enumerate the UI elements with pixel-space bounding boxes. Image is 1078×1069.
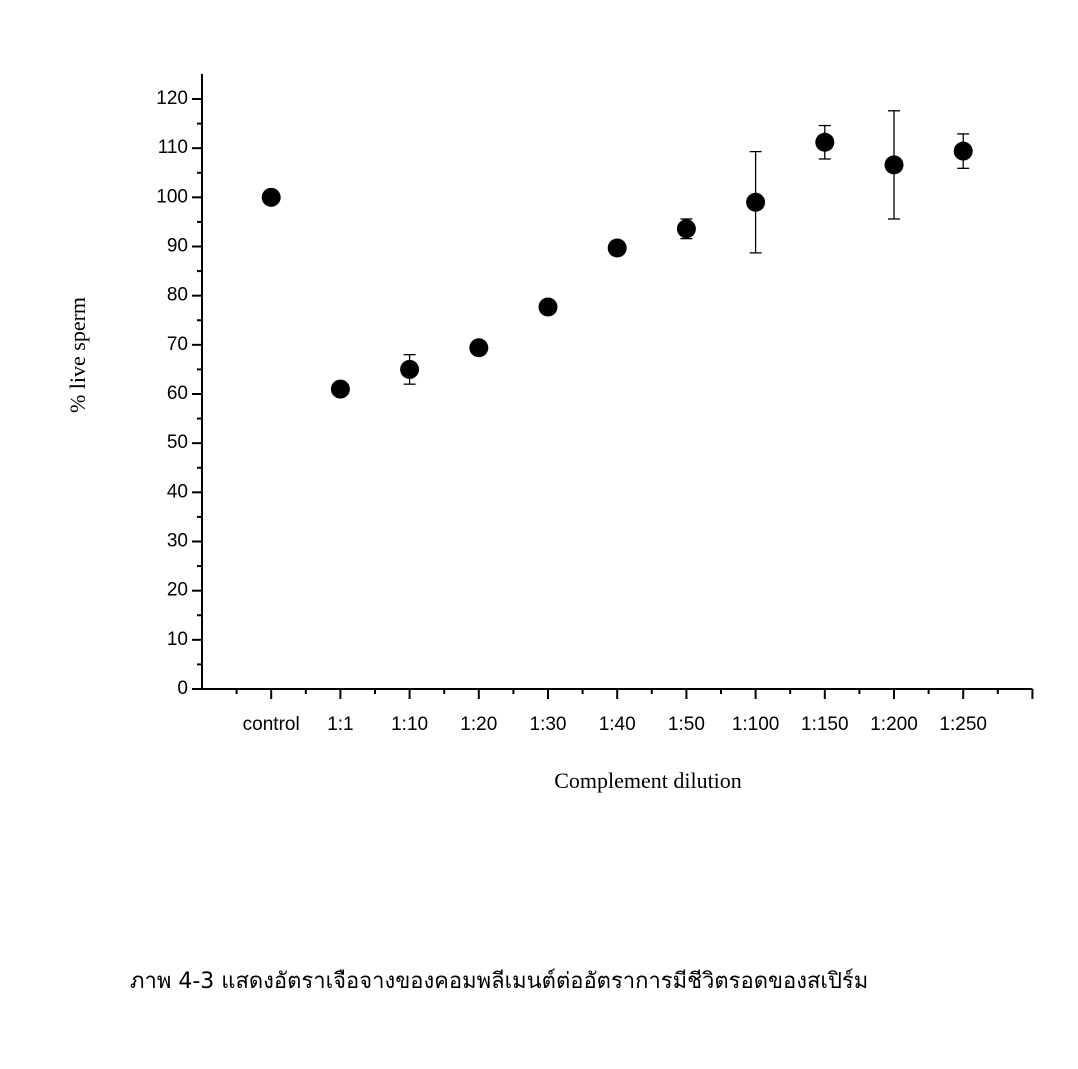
x-tick-label: 1:1 [327,714,353,735]
data-point [746,193,765,212]
y-tick-label: 10 [167,629,188,650]
y-tick-label: 40 [167,481,188,502]
data-point [885,155,904,174]
y-tick-label: 60 [167,383,188,404]
data-point [954,142,973,161]
y-tick-label: 0 [177,678,188,699]
x-tick-label: control [243,714,300,735]
data-point [608,238,627,257]
y-tick-label: 110 [158,137,188,158]
y-tick-label: 30 [167,531,188,552]
x-tick-label: 1:150 [801,714,849,735]
x-tick-label: 1:50 [668,714,705,735]
x-tick-label: 1:20 [460,714,497,735]
data-point [331,380,350,399]
y-axis-label: % live sperm [65,297,90,413]
caption: ภาพ 4-3 แสดงอัตราเจือจางของคอมพลีเมนต์ต่… [130,969,868,994]
data-point [815,133,834,152]
x-tick-label: 1:250 [939,714,987,735]
x-tick-label: 1:200 [870,714,918,735]
x-tick-label: 1:40 [599,714,636,735]
data-point [262,188,281,207]
data-point [539,297,558,316]
y-tick-label: 80 [167,285,188,306]
x-tick-label: 1:30 [530,714,567,735]
data-point [400,360,419,379]
x-axis-label: Complement dilution [554,768,742,793]
y-tick-label: 50 [167,432,188,453]
chart: Complement dilution % live sperm ภาพ 4-3… [0,0,1078,1069]
y-tick-label: 70 [167,334,188,355]
y-tick-label: 90 [167,236,188,257]
data-point [677,219,696,238]
y-tick-label: 20 [167,580,188,601]
y-tick-label: 120 [156,88,188,109]
x-tick-label: 1:10 [391,714,428,735]
y-tick-label: 100 [156,186,188,207]
x-tick-label: 1:100 [732,714,780,735]
data-point [469,338,488,357]
